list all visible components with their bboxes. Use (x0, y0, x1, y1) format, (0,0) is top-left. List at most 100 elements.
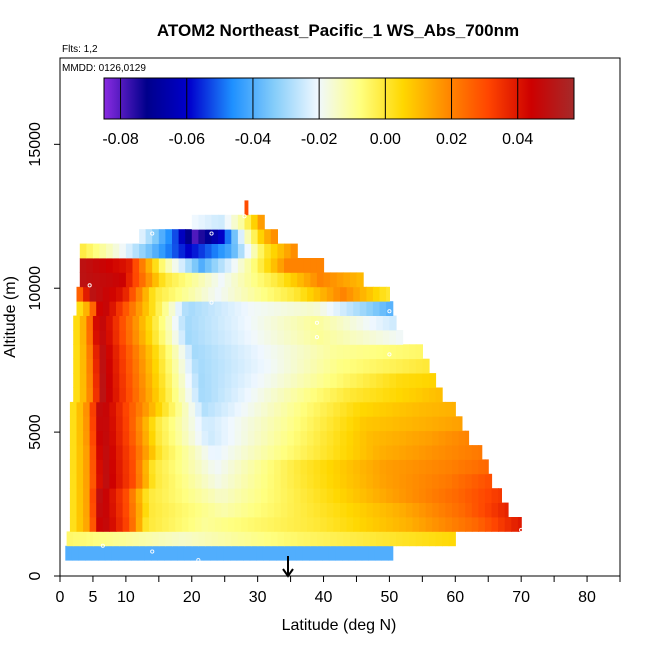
heatmap-cell (274, 401, 282, 417)
heatmap-cell (175, 488, 183, 503)
heatmap-cell (316, 531, 325, 547)
heatmap-cell (349, 531, 358, 547)
heatmap-cell (73, 531, 81, 547)
heatmap-cell (254, 401, 262, 417)
heatmap-cell (415, 531, 423, 547)
heatmap-cell (428, 387, 437, 403)
heatmap-cell (284, 258, 292, 273)
heatmap-cell (201, 401, 209, 417)
heatmap-cell (221, 401, 229, 417)
heatmap-cell (76, 473, 84, 489)
heatmap-cell (415, 358, 423, 374)
heatmap-cell (346, 286, 354, 302)
heatmap-cell (155, 517, 163, 532)
heatmap-cell (422, 531, 430, 547)
heatmap-cell (191, 315, 199, 331)
heatmap-cell (343, 344, 351, 360)
heatmap-cell (287, 401, 295, 417)
heatmap-cell (109, 286, 117, 302)
sample-marker (196, 558, 201, 563)
x-tick-label: 10 (117, 589, 135, 606)
heatmap-cell (303, 531, 311, 547)
heatmap-cell (155, 430, 163, 446)
heatmap-cell (432, 401, 440, 417)
heatmap-cell (83, 517, 91, 532)
heatmap-cell (359, 445, 367, 460)
heatmap-cell (297, 373, 305, 388)
heatmap-cell (188, 473, 196, 489)
heatmap-cell (307, 301, 315, 316)
heatmap-cell (218, 358, 226, 374)
heatmap-cell (86, 358, 94, 374)
heatmap-cell (425, 459, 433, 475)
heatmap-cell (465, 488, 473, 503)
heatmap-cell (155, 286, 163, 302)
heatmap-cell (366, 488, 374, 503)
heatmap-cell (145, 243, 153, 259)
heatmap-cell (102, 301, 110, 316)
heatmap-cell (73, 344, 81, 360)
heatmap-cell (85, 545, 93, 561)
heatmap-cell (251, 214, 259, 230)
heatmap-cell (340, 445, 348, 460)
heatmap-cell (106, 531, 114, 547)
heatmap-cell (191, 272, 199, 288)
heatmap-cell (438, 401, 446, 417)
heatmap-cell (330, 344, 338, 360)
heatmap-cell (162, 286, 170, 302)
heatmap-cell (198, 344, 206, 360)
heatmap-cell (280, 517, 288, 532)
heatmap-cell (307, 502, 315, 518)
heatmap-cell (405, 502, 414, 518)
heatmap-cell (293, 488, 302, 503)
heatmap-cell (284, 358, 292, 374)
heatmap-cell (333, 488, 341, 503)
heatmap-cell (234, 473, 242, 489)
heatmap-cell (83, 488, 91, 503)
heatmap-cell (237, 330, 246, 345)
heatmap-cell (165, 315, 173, 331)
heatmap-cell (293, 401, 302, 417)
heatmap-cell (254, 517, 262, 532)
heatmap-cell (396, 330, 404, 345)
heatmap-cell (99, 243, 107, 259)
heatmap-cell (172, 387, 180, 403)
heatmap-cell (109, 301, 117, 316)
heatmap-cell (195, 502, 203, 518)
heatmap-cell (119, 387, 127, 403)
heatmap-cell (432, 502, 440, 518)
heatmap-cell (148, 517, 157, 532)
heatmap-cell (399, 517, 407, 532)
heatmap-cell (282, 545, 290, 561)
heatmap-cell (274, 488, 282, 503)
heatmap-cell (452, 416, 460, 432)
heatmap-cell (412, 445, 420, 460)
heatmap-cell (276, 545, 284, 561)
heatmap-cell (234, 459, 242, 475)
heatmap-cell (438, 445, 446, 460)
heatmap-cell (320, 286, 328, 302)
heatmap-cell (145, 258, 153, 273)
heatmap-cell (102, 286, 110, 302)
heatmap-cell (155, 459, 163, 475)
heatmap-cell (257, 330, 265, 345)
heatmap-cell (135, 517, 143, 532)
heatmap-cell (290, 258, 298, 273)
heatmap-cell (419, 502, 427, 518)
heatmap-cell (333, 473, 341, 489)
heatmap-cell (396, 358, 404, 374)
heatmap-cell (293, 459, 302, 475)
heatmap-cell (307, 488, 315, 503)
heatmap-cell (191, 344, 199, 360)
heatmap-cell (191, 229, 199, 244)
heatmap-cell (218, 214, 226, 230)
heatmap-cell (168, 286, 176, 302)
heatmap-cell (237, 272, 246, 288)
heatmap-cell (244, 358, 252, 374)
heatmap-cell (228, 301, 236, 316)
heatmap-cell (155, 416, 163, 432)
heatmap-cell (112, 330, 120, 345)
heatmap-cell (484, 517, 493, 532)
heatmap-cell (244, 243, 252, 259)
heatmap-cell (135, 416, 143, 432)
